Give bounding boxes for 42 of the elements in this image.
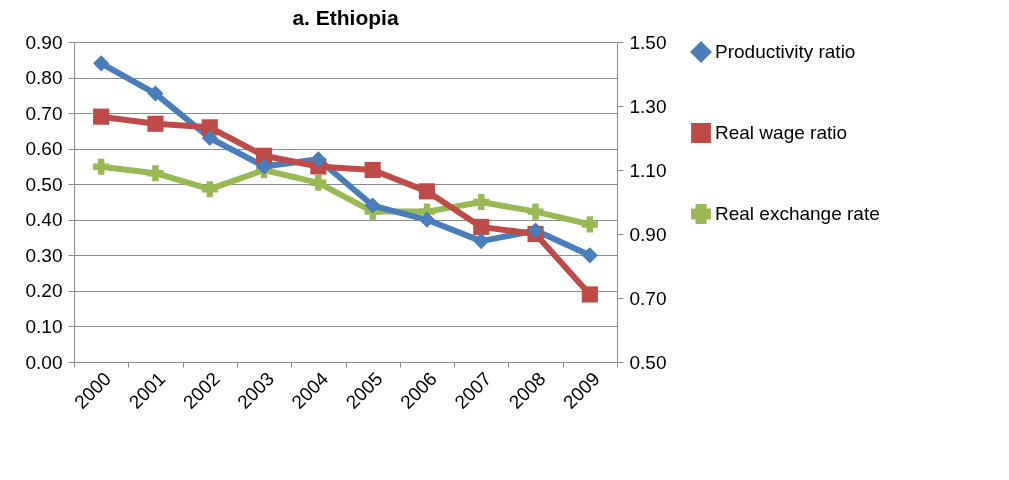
point [418, 183, 436, 200]
point [364, 197, 381, 214]
y-tick-label: 0.80 [25, 67, 63, 89]
y2-tick-label: 0.50 [629, 351, 667, 373]
y2-tick-label: 0.70 [629, 287, 667, 309]
point [147, 165, 164, 182]
point [310, 174, 327, 191]
chart-title: a. Ethiopia [292, 6, 399, 29]
point [418, 211, 436, 228]
y-tick-label: 0.50 [25, 173, 63, 195]
y2-tick-label: 1.30 [629, 95, 667, 117]
point [473, 218, 490, 235]
point [147, 85, 164, 102]
point [93, 108, 110, 125]
point [201, 181, 218, 198]
y-tick-label: 0.20 [25, 280, 63, 302]
y-tick-label: 0.00 [25, 351, 63, 373]
y-tick-label: 0.30 [25, 244, 63, 266]
point [93, 158, 110, 175]
point [473, 233, 490, 250]
point [473, 193, 490, 211]
legend-label: Real exchange rate [715, 203, 880, 224]
point [93, 55, 110, 72]
y2-tick-label: 0.90 [629, 223, 667, 245]
point [364, 161, 381, 179]
point [310, 151, 327, 168]
point [527, 222, 544, 239]
point [581, 247, 598, 264]
y-tick-label: 0.90 [25, 31, 63, 53]
point [581, 216, 598, 233]
y-tick-label: 0.10 [25, 315, 63, 337]
legend-label: Productivity ratio [715, 41, 856, 62]
y-tick-label: 0.70 [25, 102, 63, 124]
y-tick-label: 0.40 [25, 209, 63, 231]
y2-tick-label: 1.10 [629, 159, 667, 181]
y-tick-label: 0.60 [25, 138, 63, 160]
legend-label: Real wage ratio [715, 122, 848, 143]
point [581, 286, 598, 303]
point [147, 115, 164, 132]
point [527, 203, 544, 220]
point [201, 129, 218, 147]
y2-tick-label: 1.50 [629, 31, 667, 53]
